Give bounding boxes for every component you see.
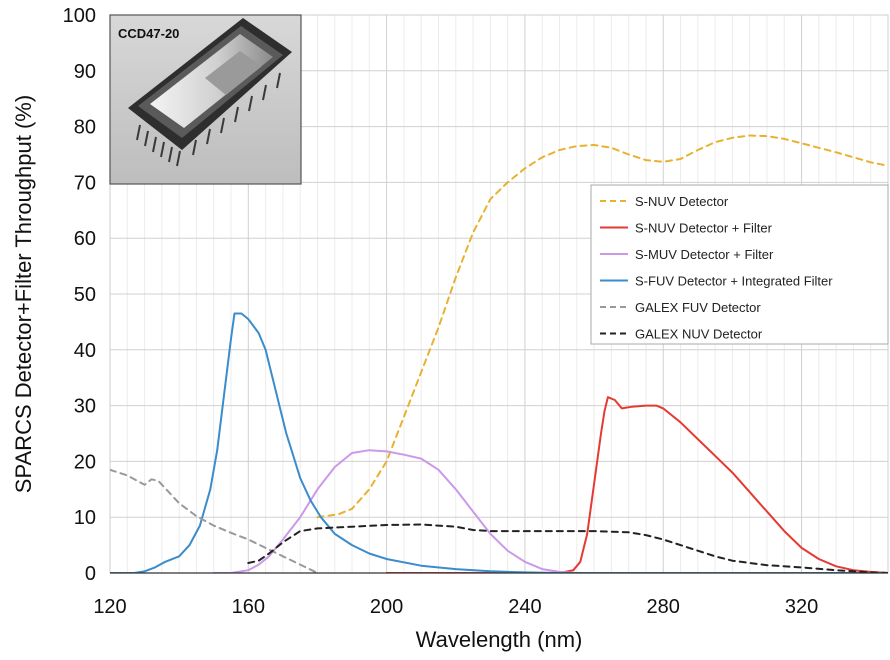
legend-label: S-NUV Detector [635, 194, 729, 209]
x-tick-label: 120 [93, 596, 126, 618]
x-tick-label: 160 [232, 596, 265, 618]
y-tick-label: 10 [74, 507, 96, 529]
series-line-1 [316, 134, 888, 519]
y-tick-label: 70 [74, 172, 96, 194]
series-line-4 [110, 312, 888, 573]
x-tick-labels: 120 160 200 240 280 320 [93, 596, 818, 618]
y-tick-label: 30 [74, 396, 96, 418]
ccd-inset-label: CCD47-20 [118, 26, 179, 41]
series-line-2 [385, 396, 888, 573]
y-tick-label: 60 [74, 228, 96, 250]
y-tick-label: 90 [74, 61, 96, 83]
series-line-5 [110, 468, 319, 573]
x-tick-label: 200 [370, 596, 403, 618]
series-layer [110, 134, 888, 573]
x-tick-label: 280 [647, 596, 680, 618]
series-line-3 [212, 449, 578, 573]
legend: S-NUV Detector S-NUV Detector + Filter S-M… [590, 184, 889, 345]
legend-label: S-MUV Detector + Filter [635, 247, 774, 262]
legend-box [590, 184, 889, 345]
legend-label: S-NUV Detector + Filter [635, 221, 773, 236]
y-tick-label: 100 [63, 5, 96, 27]
x-tick-label: 320 [785, 596, 818, 618]
y-tick-label: 0 [85, 563, 96, 585]
series-line-6 [247, 523, 888, 573]
y-tick-labels: 0 10 20 30 40 50 60 70 80 90 100 [63, 5, 96, 585]
y-tick-label: 80 [74, 117, 96, 139]
legend-label: GALEX NUV Detector [635, 327, 763, 342]
y-tick-label: 50 [74, 284, 96, 306]
legend-label: GALEX FUV Detector [635, 300, 761, 315]
x-axis-title: Wavelength (nm) [416, 627, 583, 652]
y-axis-title: SPARCS Detector+Filter Throughput (%) [11, 95, 36, 493]
y-tick-label: 20 [74, 451, 96, 473]
ccd-chip-image [128, 18, 292, 167]
legend-label: S-FUV Detector + Integrated Filter [635, 274, 833, 289]
y-tick-label: 40 [74, 340, 96, 362]
x-tick-label: 240 [508, 596, 541, 618]
ccd-photo-inset: CCD47-20 [109, 14, 302, 185]
